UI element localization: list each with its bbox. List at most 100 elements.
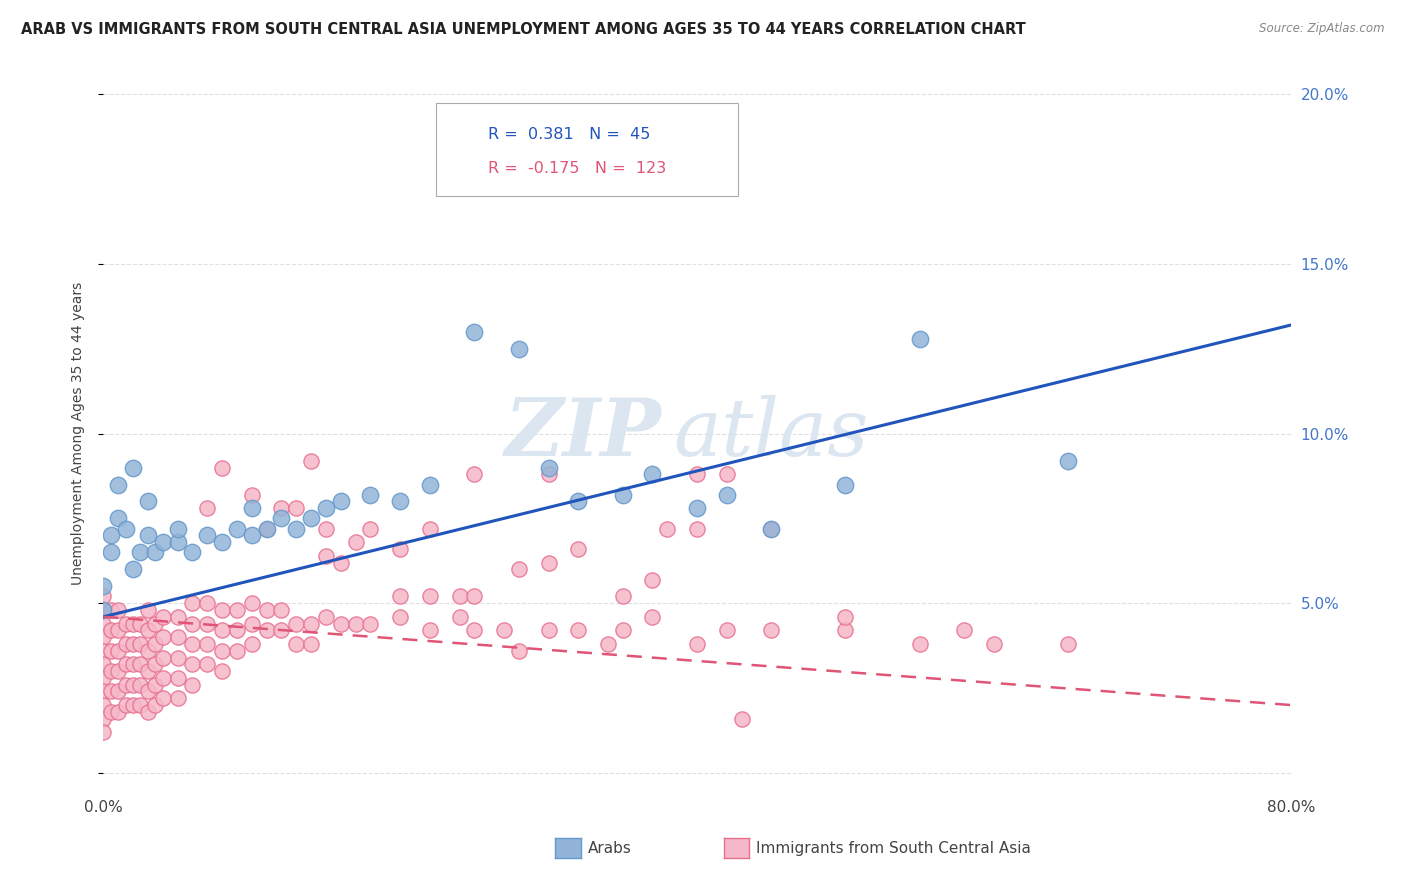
Point <box>114 698 136 712</box>
Point <box>143 698 166 712</box>
Point <box>100 603 122 617</box>
Point <box>686 522 709 536</box>
Point <box>114 637 136 651</box>
Point <box>256 522 278 536</box>
Point <box>107 511 129 525</box>
Point <box>389 590 412 604</box>
Point <box>166 630 188 644</box>
Point <box>240 528 263 542</box>
Text: R =  -0.175   N =  123: R = -0.175 N = 123 <box>488 161 666 176</box>
Point <box>91 671 114 685</box>
Point <box>908 332 931 346</box>
Point <box>730 712 752 726</box>
Point <box>100 528 122 542</box>
Point <box>195 637 218 651</box>
Point <box>270 511 292 525</box>
Point <box>181 545 204 559</box>
Point <box>211 460 233 475</box>
Point <box>107 603 129 617</box>
Point <box>567 624 589 638</box>
Point <box>114 522 136 536</box>
Point <box>152 610 174 624</box>
Point <box>641 467 664 482</box>
Point <box>359 616 381 631</box>
Point <box>596 637 619 651</box>
Point <box>91 684 114 698</box>
Point <box>612 488 634 502</box>
Point <box>91 725 114 739</box>
Point <box>834 610 856 624</box>
Point <box>129 545 152 559</box>
Y-axis label: Unemployment Among Ages 35 to 44 years: Unemployment Among Ages 35 to 44 years <box>72 282 86 585</box>
Point <box>107 477 129 491</box>
Point <box>508 562 530 576</box>
Point <box>100 664 122 678</box>
Point <box>419 590 441 604</box>
Point <box>389 494 412 508</box>
Point <box>143 657 166 672</box>
Text: Source: ZipAtlas.com: Source: ZipAtlas.com <box>1260 22 1385 36</box>
Point <box>100 684 122 698</box>
Point <box>270 624 292 638</box>
Point <box>463 590 485 604</box>
Point <box>91 644 114 658</box>
Point <box>129 616 152 631</box>
Point <box>359 522 381 536</box>
Point <box>761 624 783 638</box>
Point <box>107 684 129 698</box>
Point <box>100 624 122 638</box>
Point <box>463 325 485 339</box>
Point <box>152 630 174 644</box>
Point <box>285 637 308 651</box>
Point <box>256 603 278 617</box>
Point <box>166 610 188 624</box>
Point <box>716 624 738 638</box>
Point <box>195 596 218 610</box>
Point <box>612 590 634 604</box>
Point <box>122 460 145 475</box>
Point <box>359 488 381 502</box>
Point <box>240 637 263 651</box>
Point <box>129 678 152 692</box>
Point <box>908 637 931 651</box>
Point <box>143 637 166 651</box>
Point <box>1057 637 1080 651</box>
Point <box>136 664 159 678</box>
Point <box>211 535 233 549</box>
Point <box>211 664 233 678</box>
Point <box>152 650 174 665</box>
Point <box>143 616 166 631</box>
Point <box>256 624 278 638</box>
Point <box>107 664 129 678</box>
Point <box>419 477 441 491</box>
Point <box>136 705 159 719</box>
Text: Immigrants from South Central Asia: Immigrants from South Central Asia <box>756 841 1032 855</box>
Point <box>91 603 114 617</box>
Point <box>240 488 263 502</box>
Point <box>537 556 560 570</box>
Point <box>240 616 263 631</box>
Point <box>122 678 145 692</box>
Point <box>344 616 367 631</box>
Point <box>761 522 783 536</box>
Point <box>136 684 159 698</box>
Point <box>419 624 441 638</box>
Point <box>136 624 159 638</box>
Point <box>91 603 114 617</box>
Point <box>225 624 247 638</box>
Point <box>100 545 122 559</box>
Point <box>686 501 709 516</box>
Point <box>225 644 247 658</box>
Text: Arabs: Arabs <box>588 841 631 855</box>
Point <box>211 624 233 638</box>
Point <box>107 624 129 638</box>
Point <box>449 590 471 604</box>
Point <box>225 522 247 536</box>
Point <box>166 691 188 706</box>
Point <box>91 657 114 672</box>
Point <box>114 657 136 672</box>
Point <box>240 501 263 516</box>
Point <box>299 616 322 631</box>
Point <box>225 603 247 617</box>
Point <box>612 624 634 638</box>
